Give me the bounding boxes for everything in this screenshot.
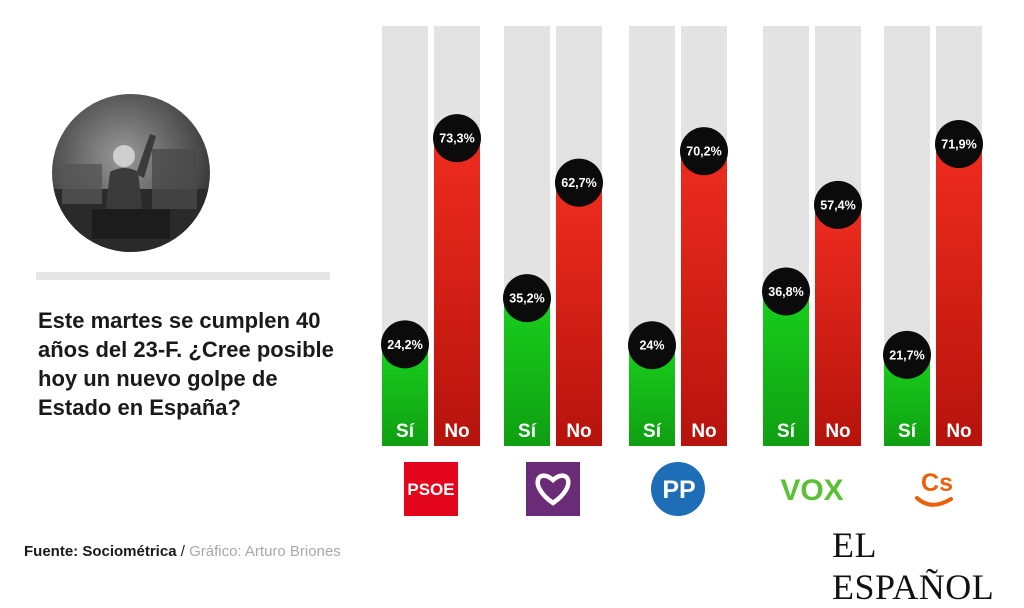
value-bubble — [935, 120, 983, 169]
pp-logo-text: PP — [662, 476, 695, 504]
photo-illustration — [52, 134, 210, 252]
tick-label-yes: Sí — [898, 421, 917, 442]
footer-separator: / — [176, 543, 190, 560]
podemos-heart-logo — [526, 462, 580, 516]
cs-logo: Cs — [921, 469, 953, 497]
data-label: 73,3% — [439, 132, 474, 146]
footer: Fuente: Sociométrica / Gráfico: Arturo B… — [24, 543, 341, 560]
value-bubble — [555, 158, 603, 207]
value-bubble — [762, 267, 810, 316]
vox-logo: VOX — [780, 474, 843, 507]
source-label: Fuente: Sociométrica — [24, 543, 177, 560]
tick-label-yes: Sí — [643, 421, 662, 442]
tick-label-no: No — [825, 421, 850, 442]
tick-label-no: No — [444, 421, 469, 442]
bar-yes — [504, 298, 550, 446]
heart-icon — [535, 473, 571, 506]
chart: 24,2% Sí 73,3% No PSOE 35,2% Sí 62,7% No 24% Sí 70,… — [381, 26, 983, 516]
data-label: 24,2% — [387, 338, 422, 352]
bar-no — [556, 182, 602, 446]
data-label: 71,9% — [941, 138, 976, 152]
data-label: 70,2% — [686, 145, 721, 159]
value-bubble — [680, 127, 728, 176]
value-bubble — [883, 330, 931, 379]
cs-logo-swoosh — [915, 496, 953, 507]
bar-no — [815, 204, 861, 446]
value-bubble — [433, 114, 481, 163]
bar-no — [434, 138, 480, 446]
value-bubble — [381, 320, 429, 369]
bar-yes — [763, 291, 809, 446]
value-bubble — [814, 180, 862, 229]
divider — [36, 272, 330, 280]
tick-label-yes: Sí — [518, 421, 537, 442]
value-bubble — [628, 321, 676, 370]
tick-label-no: No — [566, 421, 591, 442]
tick-label-no: No — [691, 421, 716, 442]
pp-logo — [651, 462, 705, 516]
bar-no — [681, 151, 727, 446]
data-label: 36,8% — [768, 285, 803, 299]
bar-no — [936, 144, 982, 446]
psoe-logo — [404, 462, 458, 516]
value-bubble — [503, 274, 551, 323]
data-label: 57,4% — [820, 198, 855, 212]
data-label: 62,7% — [561, 176, 596, 190]
brand-logo: EL ESPAÑOL — [832, 525, 995, 607]
photo-image — [52, 94, 210, 252]
data-label: 21,7% — [889, 348, 924, 362]
data-label: 24% — [639, 339, 664, 353]
tick-label-yes: Sí — [396, 421, 415, 442]
tick-label-no: No — [946, 421, 971, 442]
psoe-logo-text: PSOE — [407, 480, 454, 499]
question-text: Este martes se cumplen 40 años del 23-F.… — [38, 308, 334, 420]
data-label: 35,2% — [509, 292, 544, 306]
tick-label-yes: Sí — [777, 421, 796, 442]
credit-label: Gráfico: Arturo Briones — [189, 543, 341, 560]
